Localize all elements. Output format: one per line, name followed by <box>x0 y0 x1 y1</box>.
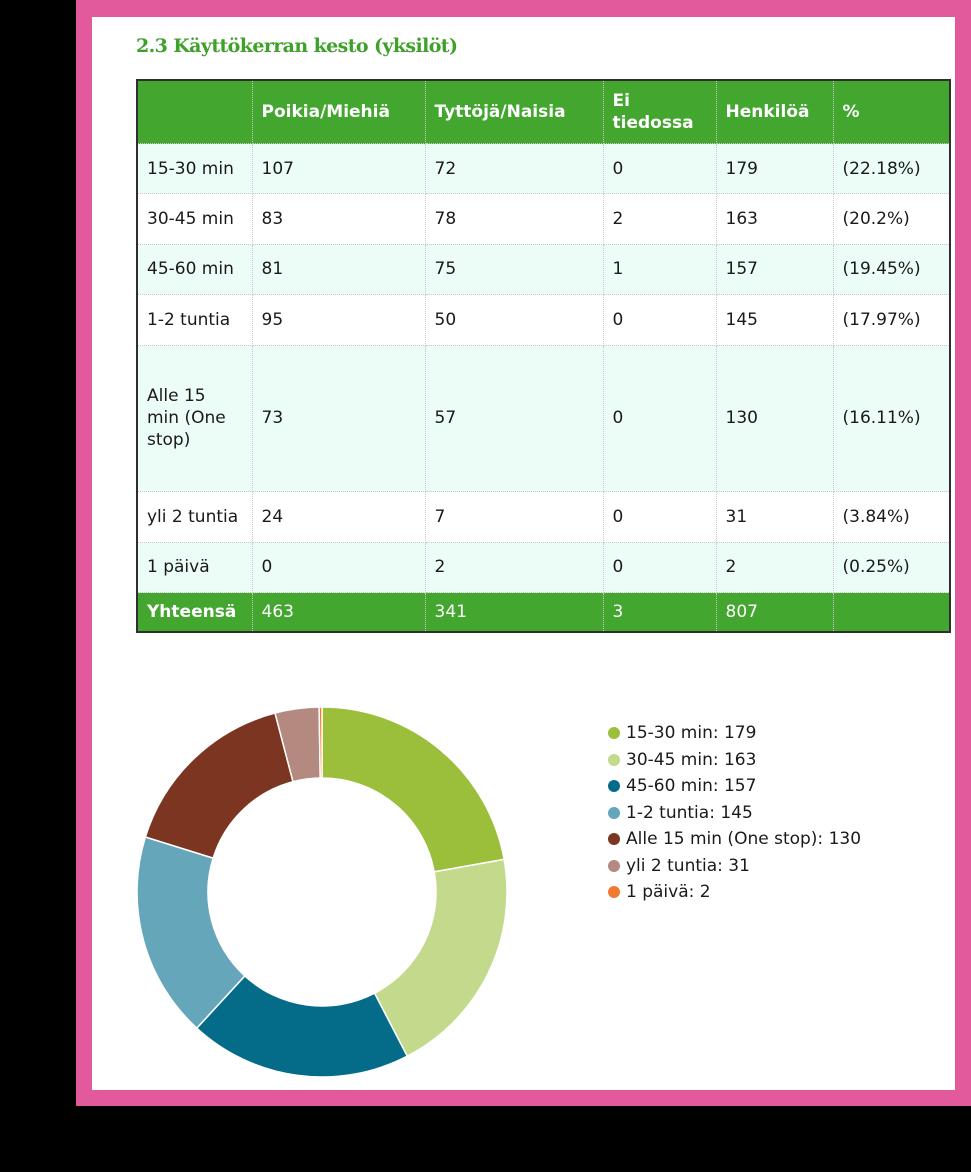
total-cell: 807 <box>715 592 834 633</box>
donut-slice-4 <box>144 712 294 860</box>
table-cell: 1-2 tuntia <box>136 294 253 346</box>
total-row: Yhteensä 463 341 3 807 <box>136 592 951 633</box>
table-cell: (22.18%) <box>832 142 951 195</box>
legend-item: 45-60 min: 157 <box>608 773 861 800</box>
total-cell: Yhteensä <box>136 592 253 633</box>
legend-dot-icon <box>608 806 620 819</box>
section-title: 2.3 Käyttökerran kesto (yksilöt) <box>136 35 458 57</box>
legend-dot-icon <box>608 753 620 766</box>
legend-dot-icon <box>608 780 620 792</box>
legend-dot-icon <box>608 727 620 739</box>
table-cell: 179 <box>715 142 834 195</box>
table-cell: (0.25%) <box>832 541 951 594</box>
table-cell: 72 <box>424 142 604 195</box>
table-cell: (20.2%) <box>832 193 951 245</box>
legend-item: Alle 15 min (One stop): 130 <box>608 826 861 853</box>
total-cell: 341 <box>424 592 604 633</box>
legend-label: Alle 15 min (One stop): 130 <box>626 829 862 849</box>
donut-slice-0 <box>321 707 505 873</box>
legend-dot-icon <box>608 859 620 872</box>
table-cell: 2 <box>602 193 717 245</box>
legend-item: 1 päivä: 2 <box>608 879 861 906</box>
table-cell: 83 <box>251 193 426 245</box>
table-cell: 73 <box>251 344 426 493</box>
legend-label: 1-2 tuntia: 145 <box>626 802 753 823</box>
legend-label: yli 2 tuntia: 31 <box>626 855 750 876</box>
table-cell: yli 2 tuntia <box>136 491 253 543</box>
table-row: 1 päivä 0 2 0 2 (0.25%) <box>136 541 951 594</box>
legend-label: 15-30 min: 179 <box>626 723 757 743</box>
table-row: 45-60 min 81 75 1 157 (19.45%) <box>136 243 951 296</box>
table-cell: 45-60 min <box>136 243 253 296</box>
table-cell: 2 <box>715 541 834 594</box>
legend-label: 30-45 min: 163 <box>626 749 757 770</box>
table-cell: 81 <box>251 243 426 296</box>
table-cell: 130 <box>715 344 834 493</box>
header-cell: % <box>832 79 951 144</box>
table-cell: 78 <box>424 193 604 245</box>
table-cell: 24 <box>251 491 426 543</box>
total-cell <box>832 592 951 633</box>
table-cell: 7 <box>424 491 604 543</box>
donut-slice-6 <box>318 707 323 779</box>
table-cell: 30-45 min <box>136 193 253 245</box>
table-row: 1-2 tuntia 95 50 0 145 (17.97%) <box>136 294 951 346</box>
table-cell: 145 <box>715 294 834 346</box>
table-row: yli 2 tuntia 24 7 0 31 (3.84%) <box>136 491 951 543</box>
legend-dot-icon <box>608 833 620 845</box>
content-panel: 2.3 Käyttökerran kesto (yksilöt) Poikia/… <box>92 17 955 1090</box>
table-cell: (17.97%) <box>832 294 951 346</box>
donut-slice-1 <box>373 858 508 1058</box>
chart-legend: 15-30 min: 179 30-45 min: 163 45-60 min: 1… <box>608 720 861 906</box>
table-row: Alle 15 min (One stop) 73 57 0 130 (16.1… <box>136 344 951 493</box>
table-cell: 15-30 min <box>136 142 253 195</box>
table-cell: 1 päivä <box>136 541 253 594</box>
table-cell: 95 <box>251 294 426 346</box>
table-cell: 75 <box>424 243 604 296</box>
table-cell: 163 <box>715 193 834 245</box>
header-cell: Ei tiedossa <box>602 79 717 144</box>
table-cell: (3.84%) <box>832 491 951 543</box>
table-cell: Alle 15 min (One stop) <box>136 344 253 493</box>
table-cell: 0 <box>602 491 717 543</box>
table-header-row: Poikia/Miehiä Tyttöjä/Naisia Ei tiedossa… <box>136 79 951 144</box>
header-cell: Poikia/Miehiä <box>251 79 426 144</box>
table-cell: (19.45%) <box>832 243 951 296</box>
table-cell: 0 <box>251 541 426 594</box>
legend-item: 15-30 min: 179 <box>608 720 861 747</box>
header-cell <box>136 79 253 144</box>
table-cell: 57 <box>424 344 604 493</box>
table-cell: 0 <box>602 344 717 493</box>
table-cell: 157 <box>715 243 834 296</box>
table-cell: 0 <box>602 142 717 195</box>
table-row: 15-30 min 107 72 0 179 (22.18%) <box>136 142 951 195</box>
donut-chart <box>137 707 508 1077</box>
table-cell: 107 <box>251 142 426 195</box>
table-row: 30-45 min 83 78 2 163 (20.2%) <box>136 193 951 245</box>
header-cell: Tyttöjä/Naisia <box>424 79 604 144</box>
table-cell: 0 <box>602 294 717 346</box>
legend-dot-icon <box>608 886 620 898</box>
legend-label: 45-60 min: 157 <box>626 776 757 796</box>
table-cell: 31 <box>715 491 834 543</box>
legend-item: yli 2 tuntia: 31 <box>608 853 861 880</box>
total-cell: 3 <box>602 592 717 633</box>
table-cell: 1 <box>602 243 717 296</box>
legend-item: 30-45 min: 163 <box>608 747 861 774</box>
legend-label: 1 päivä: 2 <box>626 882 711 902</box>
table-cell: 2 <box>424 541 604 594</box>
header-cell: Henkilöä <box>715 79 834 144</box>
legend-item: 1-2 tuntia: 145 <box>608 800 861 827</box>
duration-table: Poikia/Miehiä Tyttöjä/Naisia Ei tiedossa… <box>136 79 951 633</box>
table-cell: 50 <box>424 294 604 346</box>
table-cell: (16.11%) <box>832 344 951 493</box>
table-cell: 0 <box>602 541 717 594</box>
total-cell: 463 <box>251 592 426 633</box>
page-frame: 2.3 Käyttökerran kesto (yksilöt) Poikia/… <box>76 0 971 1106</box>
